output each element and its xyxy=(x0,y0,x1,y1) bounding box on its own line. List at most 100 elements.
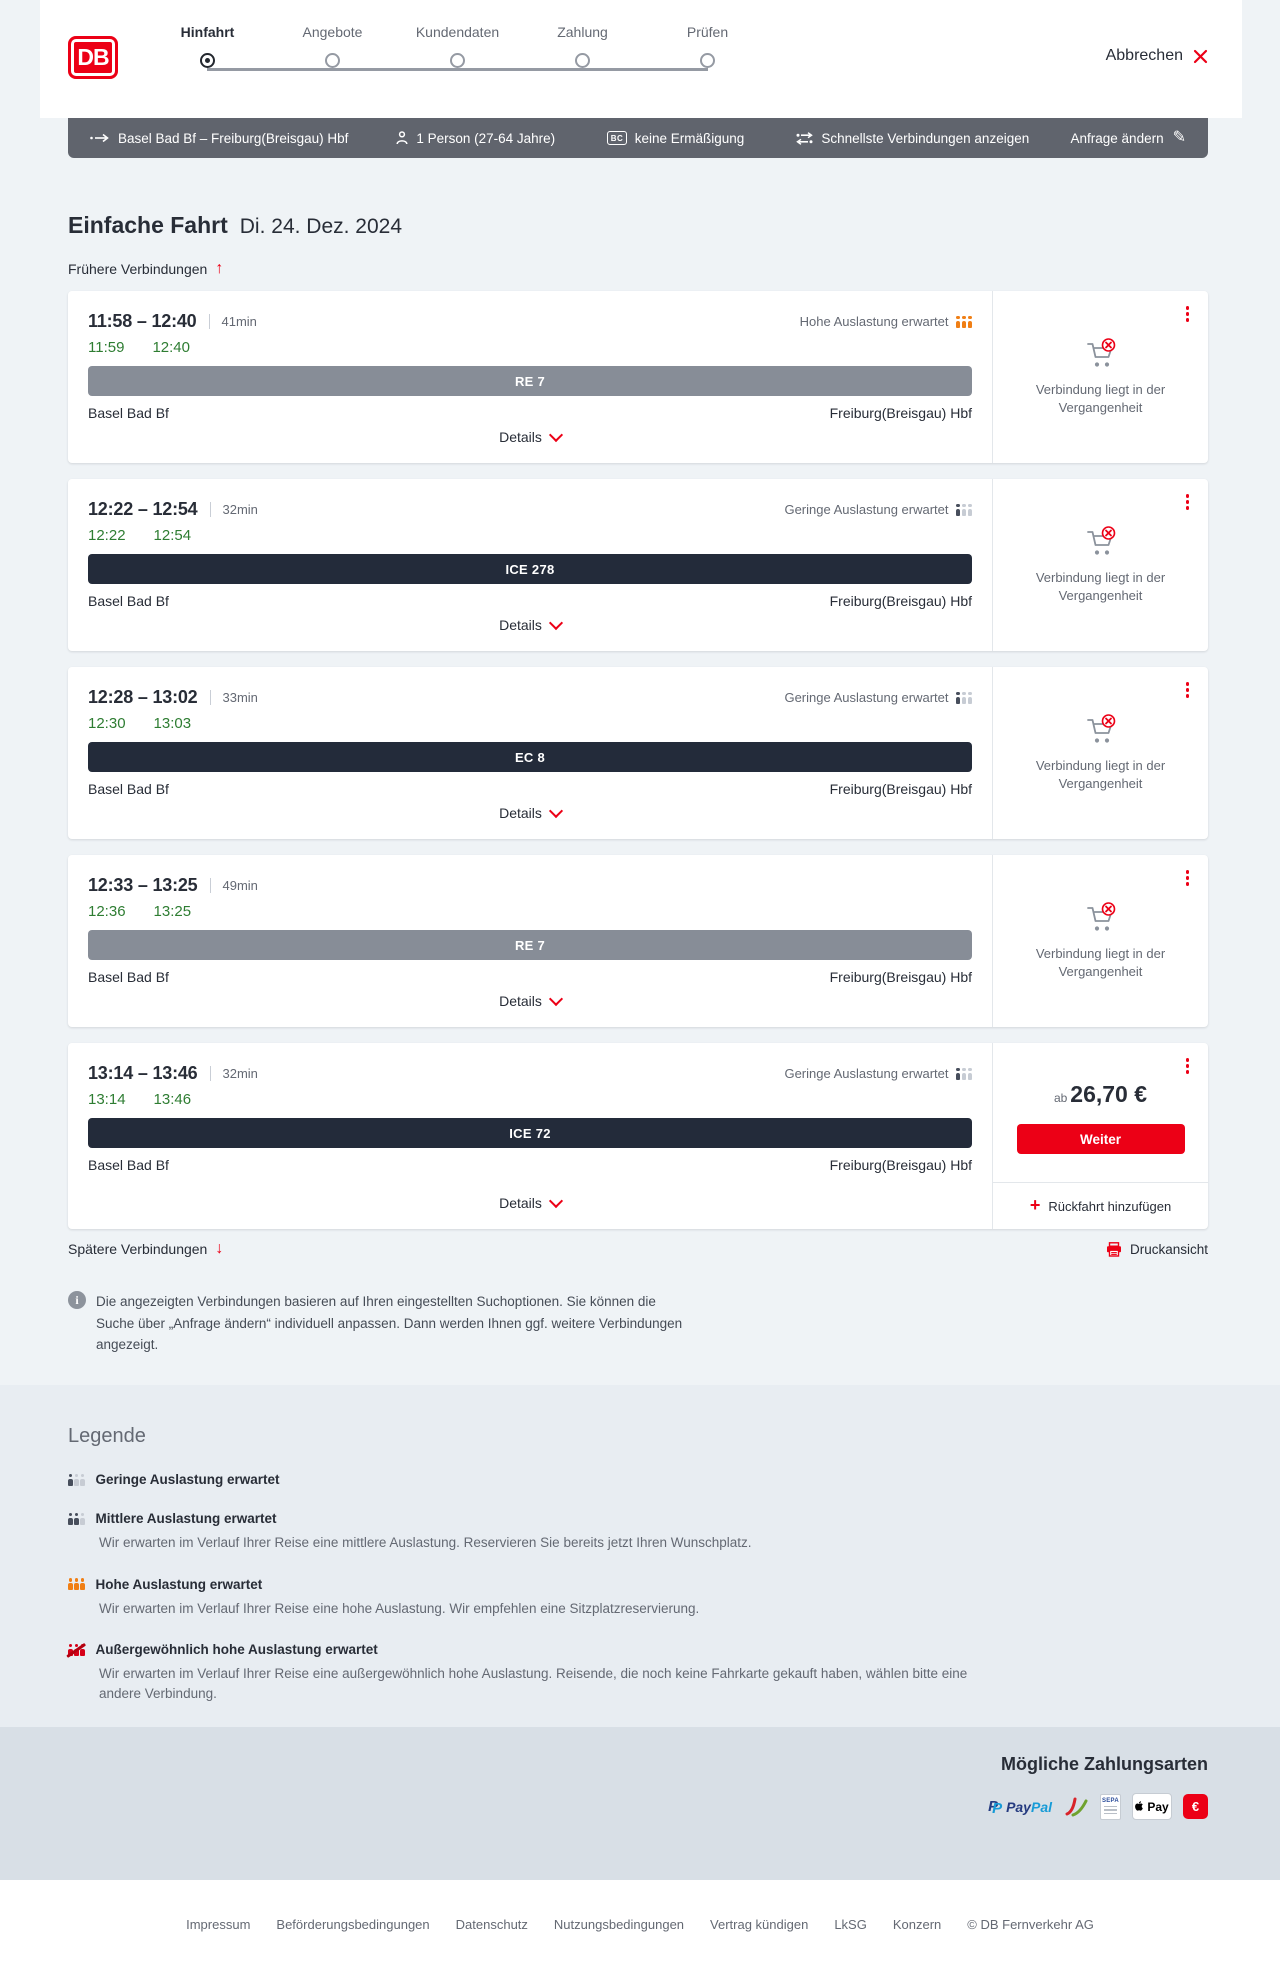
main-scroll-area: DB Hinfahrt Angebote Kundendaten Zahlung xyxy=(40,0,1242,1356)
connection-times: 13:14 – 13:46 32min xyxy=(88,1063,258,1083)
more-options-menu[interactable] xyxy=(1184,868,1192,888)
earlier-connections-link[interactable]: Frühere Verbindungen ↑ xyxy=(68,260,224,278)
occupancy-indicator: Geringe Auslastung erwartet xyxy=(784,690,972,705)
duration: 49min xyxy=(209,878,258,893)
details-toggle[interactable]: Details xyxy=(499,985,563,1017)
occupancy-extreme-icon xyxy=(66,1642,86,1658)
cart-unavailable-icon xyxy=(1086,714,1115,743)
edit-request-button[interactable]: Anfrage ändern ✎ xyxy=(1071,130,1186,146)
more-options-menu[interactable] xyxy=(1184,680,1192,700)
travel-date: Di. 24. Dez. 2024 xyxy=(239,215,403,238)
footer-link-datenschutz[interactable]: Datenschutz xyxy=(455,1917,528,1932)
footer-link-konzern[interactable]: Konzern xyxy=(892,1917,942,1932)
step-dot xyxy=(700,53,715,68)
chevron-down-icon xyxy=(548,427,563,442)
realtime-times: 12:22 12:54 xyxy=(88,527,192,544)
printer-icon xyxy=(1106,1241,1121,1257)
add-return-trip-button[interactable]: + Rückfahrt hinzufügen xyxy=(993,1182,1208,1229)
train-segment-bar: ICE 278 xyxy=(88,554,972,584)
connection-side-panel: Verbindung liegt in der Vergangenheit xyxy=(992,855,1208,1027)
sofort-icon: € xyxy=(1183,1794,1208,1819)
connection-card: 13:14 – 13:46 32min Geringe Auslastung e… xyxy=(68,1043,1208,1229)
footer-link-vertrag-kuendigen[interactable]: Vertrag kündigen xyxy=(710,1917,809,1932)
results-section: Einfache Fahrt Di. 24. Dez. 2024 Frühere… xyxy=(68,212,1208,1356)
occupancy-high-icon xyxy=(68,1578,85,1591)
search-summary-bar: Basel Bad Bf – Freiburg(Breisgau) Hbf 1 … xyxy=(68,118,1208,158)
duration: 32min xyxy=(209,502,258,517)
chevron-down-icon xyxy=(548,1193,563,1208)
step-hinfahrt: Hinfahrt xyxy=(145,24,270,68)
checkout-progress: Hinfahrt Angebote Kundendaten Zahlung Pr… xyxy=(145,24,785,71)
fastest-text: Schnellste Verbindungen anzeigen xyxy=(821,130,1030,146)
occupancy-indicator: Geringe Auslastung erwartet xyxy=(784,1066,972,1081)
page-title-row: Einfache Fahrt Di. 24. Dez. 2024 xyxy=(68,212,1208,239)
price: ab 26,70 € xyxy=(1053,1081,1148,1107)
passenger-text: 1 Person (27-64 Jahre) xyxy=(416,130,556,146)
connection-side-panel: Verbindung liegt in der Vergangenheit xyxy=(992,479,1208,651)
step-kundendaten: Kundendaten xyxy=(395,24,520,68)
destination-station: Freiburg(Breisgau) Hbf xyxy=(829,405,972,421)
person-icon xyxy=(396,131,408,145)
occupancy-low-icon xyxy=(955,503,973,516)
connection-card: 12:22 – 12:54 32min Geringe Auslastung e… xyxy=(68,479,1208,651)
details-toggle[interactable]: Details xyxy=(499,1187,563,1219)
connection-card: 11:58 – 12:40 41min Hohe Auslastung erwa… xyxy=(68,291,1208,463)
details-toggle[interactable]: Details xyxy=(499,609,563,641)
connection-side-panel: Verbindung liegt in der Vergangenheit xyxy=(992,667,1208,839)
step-dot xyxy=(575,53,590,68)
chevron-down-icon xyxy=(548,615,563,630)
realtime-times: 12:30 13:03 xyxy=(88,715,192,732)
origin-station: Basel Bad Bf xyxy=(88,593,169,609)
info-icon: i xyxy=(68,1291,86,1309)
footer-link-nutzungsbedingungen[interactable]: Nutzungsbedingungen xyxy=(553,1917,685,1932)
occupancy-low-icon xyxy=(955,691,973,704)
print-view-button[interactable]: Druckansicht xyxy=(1106,1242,1208,1257)
cancel-button[interactable]: Abbrechen xyxy=(1106,47,1208,65)
details-toggle[interactable]: Details xyxy=(499,797,563,829)
footer-link-lksg[interactable]: LkSG xyxy=(834,1917,867,1932)
occupancy-high-icon xyxy=(955,315,973,328)
footer-link-impressum[interactable]: Impressum xyxy=(186,1917,251,1932)
more-options-menu[interactable] xyxy=(1184,492,1192,512)
route-summary: Basel Bad Bf – Freiburg(Breisgau) Hbf xyxy=(90,131,348,146)
legend-section: Legende Geringe Auslastung erwartet Mitt… xyxy=(0,1385,1280,1727)
payment-methods-title: Mögliche Zahlungsarten xyxy=(1000,1754,1208,1774)
connection-times: 12:28 – 13:02 33min xyxy=(88,687,258,707)
connection-main: 13:14 – 13:46 32min Geringe Auslastung e… xyxy=(68,1043,992,1229)
later-connections-link[interactable]: Spätere Verbindungen ↓ xyxy=(68,1240,224,1258)
destination-station: Freiburg(Breisgau) Hbf xyxy=(829,781,972,797)
destination-station: Freiburg(Breisgau) Hbf xyxy=(829,969,972,985)
past-connection-note: Verbindung liegt in der Vergangenheit xyxy=(1035,381,1166,415)
cart-unavailable-icon xyxy=(1086,526,1115,555)
step-dot-active xyxy=(200,53,215,68)
fastest-summary: Schnellste Verbindungen anzeigen xyxy=(796,131,1029,146)
past-connection-note: Verbindung liegt in der Vergangenheit xyxy=(1035,757,1166,791)
legend-item: Außergewöhnlich hohe Auslastung erwartet… xyxy=(66,1642,1280,1703)
continue-button[interactable]: Weiter xyxy=(1016,1124,1185,1154)
arrow-down-icon: ↓ xyxy=(215,1240,224,1257)
discount-text: keine Ermäßigung xyxy=(634,130,745,146)
apple-logo xyxy=(1135,1800,1144,1811)
origin-station: Basel Bad Bf xyxy=(88,1157,169,1173)
chevron-down-icon xyxy=(548,803,563,818)
connection-card: 12:33 – 13:25 49min 12:36 13:25 RE 7 Bas… xyxy=(68,855,1208,1027)
more-options-menu[interactable] xyxy=(1184,304,1192,324)
connection-main: 12:33 – 13:25 49min 12:36 13:25 RE 7 Bas… xyxy=(68,855,992,1027)
app-header: DB Hinfahrt Angebote Kundendaten Zahlung xyxy=(40,0,1242,118)
footer-link-befoerderungsbedingungen[interactable]: Beförderungsbedingungen xyxy=(276,1917,430,1932)
step-pruefen: Prüfen xyxy=(645,24,770,68)
fastest-connections-icon xyxy=(796,131,814,145)
chevron-down-icon xyxy=(548,991,563,1006)
connection-card: 12:28 – 13:02 33min Geringe Auslastung e… xyxy=(68,667,1208,839)
connection-buy-panel: ab 26,70 € Weiter + Rückfahrt hinzufügen xyxy=(992,1043,1208,1229)
occupancy-indicator: Hohe Auslastung erwartet xyxy=(800,314,972,329)
more-options-menu[interactable] xyxy=(1184,1056,1192,1076)
connection-main: 11:58 – 12:40 41min Hohe Auslastung erwa… xyxy=(68,291,992,463)
route-text: Basel Bad Bf – Freiburg(Breisgau) Hbf xyxy=(118,130,349,146)
occupancy-medium-icon xyxy=(68,1512,85,1525)
close-icon[interactable] xyxy=(1193,49,1208,64)
apple-pay-icon: Pay xyxy=(1132,1793,1172,1820)
details-toggle[interactable]: Details xyxy=(499,421,563,453)
origin-station: Basel Bad Bf xyxy=(88,405,169,421)
